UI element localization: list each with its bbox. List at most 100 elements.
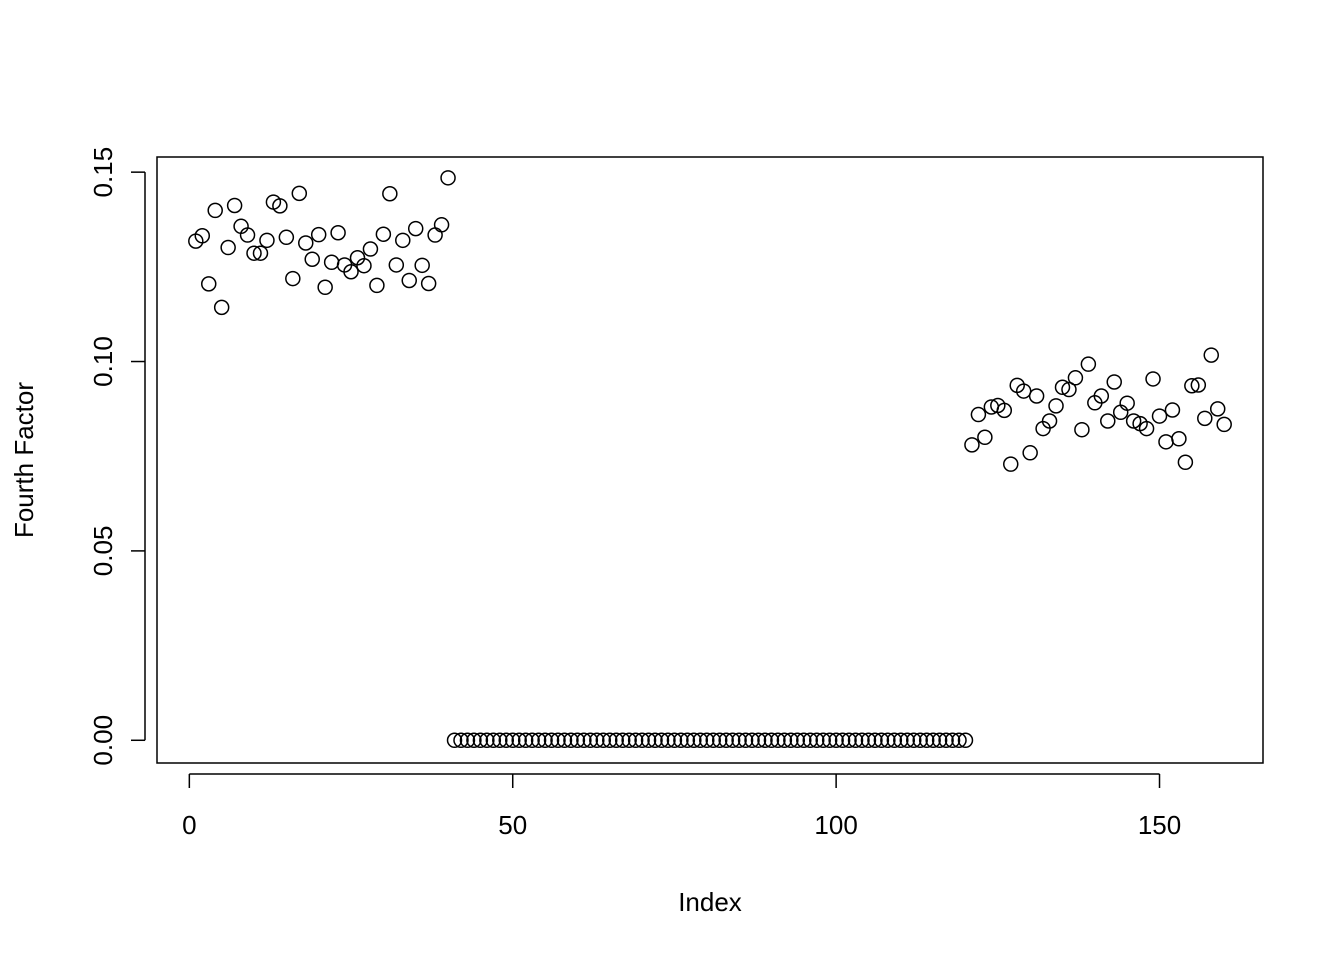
data-point: [847, 732, 864, 749]
data-point: [1074, 421, 1090, 438]
data-point: [369, 277, 385, 294]
data-point: [453, 732, 469, 749]
data-point: [750, 732, 767, 749]
data-point: [576, 732, 592, 749]
data-point: [323, 254, 340, 271]
data-point: [996, 402, 1013, 419]
data-point: [343, 264, 359, 280]
data-point: [317, 279, 333, 296]
data-point: [686, 732, 702, 749]
data-point: [1177, 454, 1194, 471]
data-point: [1106, 374, 1122, 390]
data-point: [925, 732, 941, 749]
data-point: [226, 197, 243, 214]
data-point: [1022, 445, 1038, 461]
data-point: [912, 732, 928, 749]
data-point: [1164, 402, 1181, 418]
data-point: [640, 732, 657, 749]
data-point: [595, 732, 612, 749]
data-points: [188, 170, 1232, 749]
data-point: [647, 732, 663, 749]
data-point: [213, 299, 230, 316]
data-point: [550, 732, 566, 749]
data-point: [1119, 395, 1135, 411]
data-point: [298, 235, 314, 251]
data-point: [944, 732, 961, 749]
data-point: [601, 732, 618, 749]
data-point: [1093, 388, 1110, 404]
data-point: [957, 732, 974, 749]
y-axis-title: Fourth Factor: [9, 382, 39, 538]
data-point: [407, 220, 424, 237]
data-point: [1145, 371, 1161, 387]
data-point: [931, 732, 948, 749]
data-point: [886, 732, 903, 749]
data-point: [492, 732, 508, 749]
data-point: [200, 276, 217, 292]
data-point: [1190, 377, 1207, 393]
data-point: [246, 245, 262, 261]
plot-frame: [156, 156, 1264, 764]
data-point: [660, 732, 676, 749]
data-point: [569, 732, 586, 749]
data-point: [304, 251, 320, 268]
data-point: [524, 732, 540, 749]
data-point: [763, 732, 780, 749]
data-point: [789, 732, 806, 749]
data-point: [582, 732, 599, 749]
data-point: [556, 732, 573, 749]
data-point: [1125, 413, 1142, 429]
data-point: [770, 732, 786, 749]
data-point: [446, 732, 463, 749]
data-point: [614, 732, 631, 749]
data-point: [834, 732, 851, 749]
y-tick-label: 0.15: [88, 147, 118, 198]
data-point: [356, 257, 372, 274]
data-point: [1080, 356, 1097, 372]
data-point: [621, 732, 637, 749]
y-tick-label: 0.00: [88, 715, 118, 766]
data-point: [718, 732, 734, 749]
data-point: [375, 226, 392, 243]
data-point: [498, 732, 515, 749]
data-point: [821, 732, 838, 749]
data-point: [899, 732, 916, 749]
data-point: [653, 732, 670, 749]
data-point: [951, 732, 967, 749]
data-point: [272, 198, 288, 214]
data-point: [291, 185, 308, 202]
data-point: [1216, 416, 1232, 433]
data-point: [259, 232, 275, 249]
data-point: [285, 270, 301, 287]
data-point: [964, 437, 980, 453]
data-point: [1048, 398, 1064, 414]
data-point: [485, 732, 502, 749]
data-point: [731, 732, 747, 749]
data-point: [537, 732, 553, 749]
data-point: [511, 732, 527, 749]
data-point: [737, 732, 754, 749]
data-point: [440, 170, 456, 186]
data-point: [459, 732, 476, 749]
data-point: [504, 732, 521, 749]
data-point: [239, 227, 256, 243]
data-point: [1028, 388, 1045, 404]
data-point: [220, 239, 236, 256]
data-point: [401, 272, 417, 289]
data-point: [776, 732, 793, 749]
data-point: [744, 732, 760, 749]
data-point: [563, 732, 579, 749]
data-point: [796, 732, 812, 749]
data-point: [427, 227, 443, 243]
data-point: [330, 225, 346, 241]
data-point: [873, 732, 890, 749]
data-point: [395, 232, 411, 249]
x-tick-label: 100: [814, 810, 857, 840]
data-point: [757, 732, 773, 749]
data-point: [1041, 413, 1058, 429]
data-point: [808, 732, 825, 749]
data-point: [783, 732, 799, 749]
data-point: [433, 217, 450, 233]
data-point: [310, 226, 327, 243]
